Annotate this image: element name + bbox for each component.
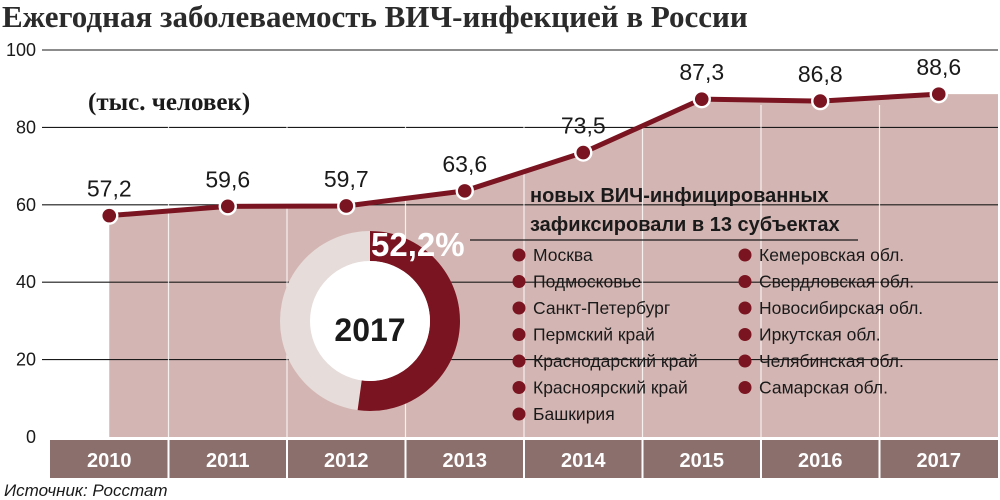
region-left-item-0: Москва [533, 245, 593, 265]
data-point-2015 [692, 89, 711, 109]
x-tick-label-2013: 2013 [443, 450, 488, 472]
y-axis: 0 20 40 60 80 100 [6, 40, 36, 447]
series-line [106, 91, 942, 219]
region-list-right: Кемеровская обл. Свердловская обл. Новосиб… [738, 245, 923, 398]
donut-chart [280, 231, 460, 411]
donut-percent-label: 52,2% [371, 226, 465, 263]
y-tick-label-0: 0 [26, 427, 36, 447]
chart-title: Ежегодная заболеваемость ВИЧ-инфекцией в… [2, 0, 748, 34]
region-left-bullet-2 [512, 301, 526, 315]
data-label-2016: 86,8 [798, 61, 843, 87]
data-point-2012 [337, 196, 356, 216]
x-tick-label-2012: 2012 [324, 450, 369, 472]
y-tick-label-100: 100 [6, 40, 36, 60]
region-right-item-2: Новосибирская обл. [759, 298, 923, 318]
x-tick-label-2017: 2017 [917, 450, 962, 472]
data-point-2011 [218, 197, 237, 216]
region-left-bullet-5 [512, 381, 526, 394]
region-right-bullet-5 [738, 381, 752, 394]
y-tick-label-80: 80 [16, 117, 36, 137]
inset-2017: 2017 52,2% новых ВИЧ-инфицированных зафи… [280, 185, 923, 424]
data-label-2017: 88,6 [916, 54, 961, 80]
inset-heading-line2: зафиксировали в 13 субъектах [530, 214, 840, 236]
data-label-2012: 59,7 [324, 166, 369, 192]
data-label-2014: 73,5 [561, 113, 606, 139]
region-right-bullet-4 [738, 354, 752, 368]
data-point-2013 [455, 181, 474, 201]
data-label-2010: 57,2 [87, 176, 132, 202]
region-right-item-5: Самарская обл. [759, 378, 888, 398]
region-right-item-1: Свердловская обл. [759, 272, 914, 292]
region-right-item-4: Челябинская обл. [759, 351, 904, 371]
data-point-2016 [811, 91, 830, 111]
x-axis: 2010 2011 2012 2013 2014 2015 2016 2017 [50, 440, 998, 478]
region-right-bullet-3 [738, 328, 752, 341]
line-layer [100, 84, 948, 225]
x-tick-label-2011: 2011 [206, 450, 249, 472]
region-right-item-0: Кемеровская обл. [759, 245, 904, 265]
region-left-item-4: Краснодарский край [533, 351, 698, 371]
region-right-item-3: Иркутская обл. [759, 325, 881, 345]
region-right-bullet-1 [738, 275, 752, 288]
y-tick-label-60: 60 [16, 195, 36, 215]
region-left-item-6: Башкирия [533, 404, 615, 424]
data-label-2015: 87,3 [679, 59, 724, 85]
grid-layer [42, 49, 998, 437]
data-point-2017 [929, 84, 948, 104]
x-tick-label-2016: 2016 [798, 450, 843, 472]
region-left-bullet-1 [512, 275, 526, 288]
region-left-item-5: Красноярский край [533, 378, 688, 398]
region-left-item-2: Санкт-Петербург [533, 298, 670, 318]
data-point-2014 [574, 143, 593, 162]
region-left-item-1: Подмосковье [533, 272, 641, 292]
x-tick-label-2014: 2014 [561, 450, 606, 472]
donut-main-slice [357, 231, 460, 411]
region-right-bullet-2 [738, 301, 752, 315]
data-point-2010 [100, 206, 119, 225]
donut-year: 2017 [334, 312, 405, 348]
y-tick-label-20: 20 [16, 350, 36, 370]
unit-label: (тыс. человек) [88, 89, 250, 116]
region-left-bullet-0 [512, 248, 526, 262]
region-right-bullet-0 [738, 248, 752, 262]
region-left-bullet-4 [512, 354, 526, 368]
region-list-left: Москва Подмосковье Санкт-Петербург Пермский… [512, 245, 698, 424]
data-label-2011: 59,6 [205, 166, 250, 192]
region-left-bullet-3 [512, 328, 526, 341]
x-tick-label-2010: 2010 [87, 450, 132, 472]
source-note: Источник: Росстат [4, 481, 168, 500]
inset-heading-line1: новых ВИЧ-инфицированных [530, 185, 829, 207]
x-tick-label-2015: 2015 [680, 450, 725, 472]
y-tick-label-40: 40 [16, 272, 36, 292]
region-left-item-3: Пермский край [533, 325, 655, 345]
donut-hole [310, 261, 430, 381]
region-left-bullet-6 [512, 407, 526, 421]
data-labels: 57,2 59,6 59,7 63,6 73,5 87,3 86,8 88,6 [87, 54, 961, 202]
data-label-2013: 63,6 [442, 151, 487, 177]
